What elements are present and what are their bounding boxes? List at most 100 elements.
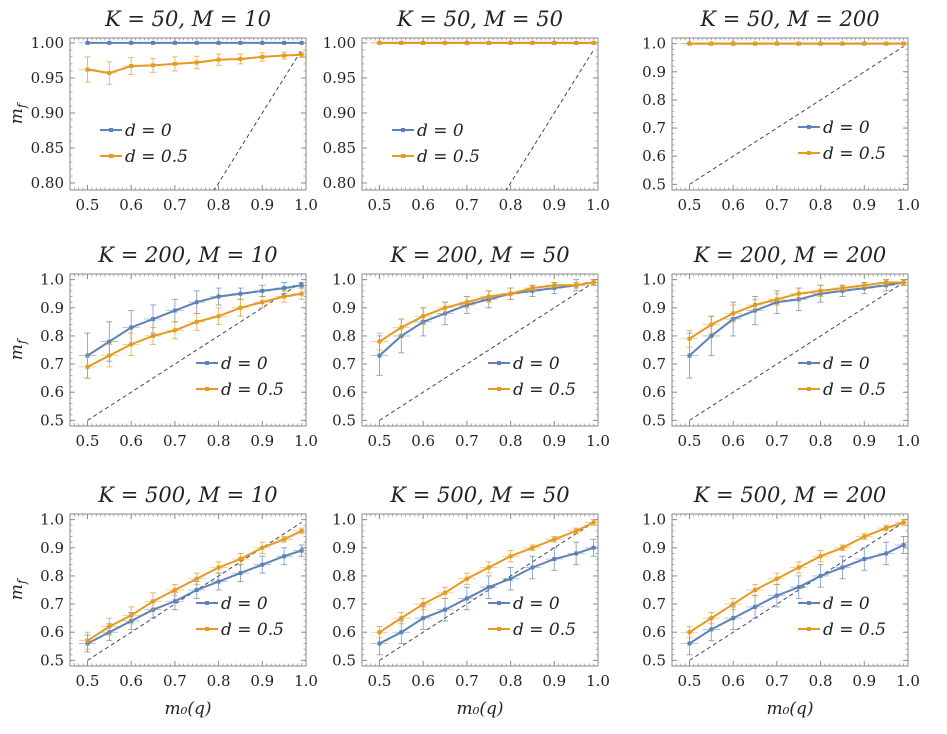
- data-point: [753, 41, 758, 46]
- legend-marker: [205, 601, 209, 605]
- legend-label: d = 0: [823, 354, 870, 374]
- data-point: [129, 325, 134, 330]
- chart-panel-2: K = 50, M = 50 0.5 0.6 0.7 0.8 0.9 1.0 0.80 0.85…: [323, 7, 610, 214]
- data-point: [377, 353, 382, 358]
- data-point: [282, 294, 287, 299]
- legend-label: d = 0.5: [125, 147, 188, 167]
- legend: d = 0 d = 0.5: [196, 594, 284, 640]
- x-tick-label: 0.5: [678, 432, 702, 450]
- panel-title: K = 200, M = 10: [97, 243, 277, 267]
- data-point: [884, 551, 889, 556]
- x-tick-label: 0.5: [678, 672, 702, 690]
- legend-label: d = 0.5: [417, 147, 480, 167]
- data-point: [172, 61, 177, 66]
- x-axis-label: m₀(q): [766, 699, 813, 719]
- legend-marker: [205, 361, 209, 365]
- plot-area: [680, 279, 908, 421]
- y-tick-label: 1.0: [40, 271, 64, 289]
- x-tick-label: 0.9: [852, 432, 876, 450]
- chart-panel-8: K = 500, M = 50 0.5 0.6 0.7 0.8 0.9 1.0 0.5 0.6 0…: [332, 483, 610, 719]
- data-point: [216, 57, 221, 62]
- data-point: [299, 548, 304, 553]
- y-tick-label: 0.7: [40, 355, 64, 373]
- y-tick-label: 0.5: [332, 411, 356, 429]
- legend-label: d = 0: [513, 594, 560, 614]
- y-tick-label: 1.00: [323, 34, 356, 52]
- series-d05: [78, 527, 306, 650]
- x-tick-label: 0.5: [76, 672, 100, 690]
- plot-area: [78, 281, 306, 421]
- data-point: [282, 40, 287, 45]
- chart-panel-4: K = 200, M = 10 0.5 0.6 0.7 0.8 0.9 1.0 0.5 0.6 0…: [7, 243, 318, 450]
- data-point: [862, 41, 867, 46]
- data-point: [129, 64, 134, 69]
- data-point: [377, 40, 382, 45]
- y-axis-label-subscript: f: [15, 577, 29, 585]
- data-point: [486, 40, 491, 45]
- data-point: [818, 288, 823, 293]
- legend-label: d = 0.5: [221, 380, 284, 400]
- data-point: [464, 40, 469, 45]
- x-tick-label: 0.9: [852, 672, 876, 690]
- data-point: [530, 286, 535, 291]
- data-point: [238, 57, 243, 62]
- x-tick-label: 0.5: [76, 196, 100, 214]
- data-point: [260, 545, 265, 550]
- data-point: [796, 565, 801, 570]
- data-point: [282, 286, 287, 291]
- x-tick-label: 0.8: [499, 196, 523, 214]
- plot-area: [370, 279, 598, 421]
- x-tick-label: 0.8: [499, 432, 523, 450]
- data-point: [399, 325, 404, 330]
- x-tick-label: 0.6: [411, 432, 435, 450]
- y-tick-label: 0.7: [642, 595, 666, 613]
- data-point: [709, 616, 714, 621]
- series-d0: [78, 40, 306, 45]
- x-tick-label: 0.7: [455, 196, 479, 214]
- data-point: [774, 41, 779, 46]
- data-point: [216, 565, 221, 570]
- y-tick-label: 0.6: [40, 383, 64, 401]
- y-tick-label: 0.8: [642, 567, 666, 585]
- data-point: [574, 528, 579, 533]
- plot-area: [370, 519, 598, 661]
- series-d05: [680, 519, 908, 639]
- y-tick-label: 0.8: [40, 567, 64, 585]
- data-point: [129, 613, 134, 618]
- data-point: [421, 314, 426, 319]
- data-point: [238, 305, 243, 310]
- legend-label: d = 0.5: [513, 380, 576, 400]
- y-tick-label: 0.6: [642, 383, 666, 401]
- legend-label: d = 0: [823, 594, 870, 614]
- y-tick-label: 0.5: [642, 651, 666, 669]
- data-point: [85, 67, 90, 72]
- x-tick-label: 1.0: [896, 196, 920, 214]
- data-point: [238, 571, 243, 576]
- data-point: [591, 40, 596, 45]
- data-point: [753, 604, 758, 609]
- series-d05: [370, 40, 598, 45]
- y-tick-label: 0.6: [642, 147, 666, 165]
- data-point: [238, 40, 243, 45]
- panel-title: K = 500, M = 10: [97, 483, 277, 507]
- legend-label: d = 0: [513, 354, 560, 374]
- legend-marker: [807, 627, 811, 631]
- data-point: [818, 41, 823, 46]
- series-d05: [680, 41, 908, 46]
- data-point: [443, 607, 448, 612]
- x-axis-label: m₀(q): [456, 699, 503, 719]
- x-tick-label: 0.7: [163, 672, 187, 690]
- data-point: [194, 60, 199, 65]
- y-tick-label: 0.8: [642, 91, 666, 109]
- data-point: [731, 311, 736, 316]
- data-point: [774, 297, 779, 302]
- data-point: [486, 585, 491, 590]
- y-tick-label: 0.7: [332, 355, 356, 373]
- legend-label: d = 0.5: [221, 620, 284, 640]
- data-point: [901, 41, 906, 46]
- legend-marker: [807, 151, 811, 155]
- panel-title: K = 50, M = 200: [699, 7, 879, 31]
- x-tick-label: 0.6: [721, 196, 745, 214]
- legend-marker: [497, 387, 501, 391]
